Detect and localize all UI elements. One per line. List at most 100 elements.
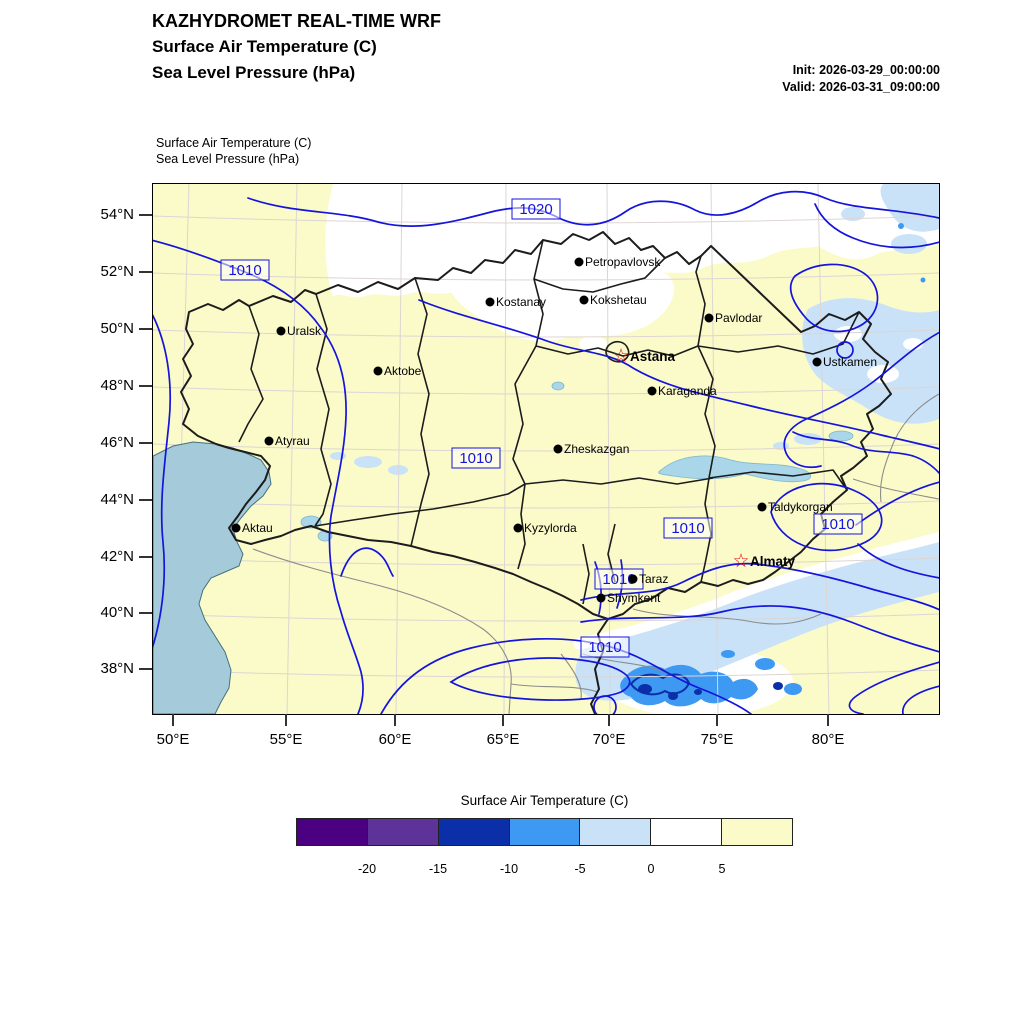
city-label: Kostanay	[496, 295, 546, 309]
page-subtitle-pres: Sea Level Pressure (hPa)	[152, 63, 356, 82]
city-label: Kokshetau	[590, 293, 647, 307]
lakes	[300, 381, 854, 542]
panel-legend-pres: Sea Level Pressure (hPa)	[156, 152, 300, 166]
colorbar-tick-label: -5	[574, 862, 586, 876]
x-tick-label: 50°E	[156, 731, 190, 748]
y-tick-label: 42°N	[100, 548, 134, 565]
x-tick-label: 70°E	[592, 731, 626, 748]
svg-text:1010: 1010	[228, 262, 261, 279]
y-tick	[139, 612, 152, 614]
y-tick-label: 44°N	[100, 491, 134, 508]
pressure-label: 1010	[220, 259, 270, 281]
colorbar-cell	[650, 818, 723, 846]
city-label: Taraz	[639, 572, 668, 586]
city-taraz: Taraz	[628, 572, 668, 586]
colorbar-cell	[579, 818, 652, 846]
city-uralsk: Uralsk	[276, 324, 322, 338]
y-tick-label: 38°N	[100, 660, 134, 677]
x-tick-label: 60°E	[378, 731, 412, 748]
city-dot-icon	[485, 297, 495, 307]
city-label: Ustkamen	[823, 355, 877, 369]
valid-time: Valid: 2026-03-31_09:00:00	[782, 80, 940, 94]
city-kyzylorda: Kyzylorda	[513, 521, 577, 535]
city-petropavlovsk: Petropavlovsk	[574, 255, 661, 269]
country-border-south-fork	[590, 618, 609, 714]
city-label: Astana	[630, 349, 676, 364]
city-label: Uralsk	[287, 324, 322, 338]
city-label: Atyrau	[275, 434, 310, 448]
weather-map: 1020 1010 1010 1010 1010 1010 1010 Petropavlov…	[152, 183, 940, 715]
colorbar-cell	[437, 818, 510, 846]
city-label: Aktobe	[384, 364, 422, 378]
pressure-label: 1010	[580, 636, 630, 658]
colorbar-cell	[296, 818, 368, 846]
city-astana: ☆ Astana	[612, 346, 675, 367]
pressure-label: 1010	[451, 447, 501, 469]
y-tick-label: 48°N	[100, 377, 134, 394]
colorbar-tick-label: 5	[718, 862, 726, 876]
y-tick-label: 52°N	[100, 263, 134, 280]
city-dot-icon	[264, 436, 274, 446]
city-dot-icon	[373, 366, 383, 376]
title-block: KAZHYDROMET REAL-TIME WRF Surface Air Te…	[152, 8, 441, 86]
city-dot-icon	[628, 574, 638, 584]
city-dot-icon	[574, 257, 584, 267]
y-tick	[139, 499, 152, 501]
colorbar-cell	[721, 818, 794, 846]
y-tick	[139, 271, 152, 273]
city-ustkamen: Ustkamen	[812, 355, 877, 369]
city-dot-icon	[231, 523, 241, 533]
y-tick	[139, 668, 152, 670]
oblast-borders	[238, 239, 860, 605]
panel-legend-temp: Surface Air Temperature (C)	[156, 136, 312, 150]
colorbar-tick-label: -20	[357, 862, 377, 876]
city-layer: Petropavlovsk Kostanay Kokshetau Pavlodar Ur…	[231, 255, 877, 605]
colorbar-tick-label: -15	[428, 862, 448, 876]
city-pavlodar: Pavlodar	[704, 311, 762, 325]
city-kostanay: Kostanay	[485, 295, 546, 309]
y-tick	[139, 385, 152, 387]
x-tick-label: 65°E	[486, 731, 520, 748]
city-label: Kyzylorda	[524, 521, 577, 535]
city-dot-icon	[579, 295, 589, 305]
page-title: KAZHYDROMET REAL-TIME WRF	[152, 11, 441, 31]
svg-text:1010: 1010	[671, 520, 704, 537]
city-zheskazgan: Zheskazgan	[553, 442, 629, 456]
x-tick	[827, 714, 829, 726]
y-tick-label: 40°N	[100, 604, 134, 621]
city-shymkent: Shymkent	[596, 591, 661, 605]
y-tick-label: 50°N	[100, 320, 134, 337]
y-tick	[139, 214, 152, 216]
x-tick	[608, 714, 610, 726]
x-tick	[172, 714, 174, 726]
star-icon: ☆	[732, 551, 749, 572]
city-dot-icon	[704, 313, 714, 323]
x-tick-label: 80°E	[811, 731, 845, 748]
city-aktobe: Aktobe	[373, 364, 422, 378]
city-dot-icon	[553, 444, 563, 454]
colorbar-title: Surface Air Temperature (C)	[460, 793, 629, 808]
svg-text:1010: 1010	[459, 450, 492, 467]
city-label: Aktau	[242, 521, 273, 535]
city-almaty: ☆ Almaty	[732, 551, 795, 572]
city-label: Pavlodar	[715, 311, 762, 325]
run-info: Init: 2026-03-29_00:00:00 Valid: 2026-03…	[782, 62, 940, 96]
pressure-contours	[153, 190, 939, 714]
svg-text:1020: 1020	[519, 201, 552, 218]
page-subtitle-temp: Surface Air Temperature (C)	[152, 37, 377, 56]
pressure-label: 1010	[594, 568, 644, 590]
star-icon: ☆	[612, 346, 629, 367]
init-time: Init: 2026-03-29_00:00:00	[792, 63, 940, 77]
x-tick	[502, 714, 504, 726]
graticule	[153, 184, 939, 714]
y-tick	[139, 328, 152, 330]
svg-text:1010: 1010	[588, 639, 621, 656]
city-aktau: Aktau	[231, 521, 273, 535]
city-label: Petropavlovsk	[585, 255, 661, 269]
city-label: Karaganda	[658, 384, 717, 398]
x-tick	[716, 714, 718, 726]
city-dot-icon	[812, 357, 822, 367]
city-dot-icon	[647, 386, 657, 396]
city-dot-icon	[513, 523, 523, 533]
